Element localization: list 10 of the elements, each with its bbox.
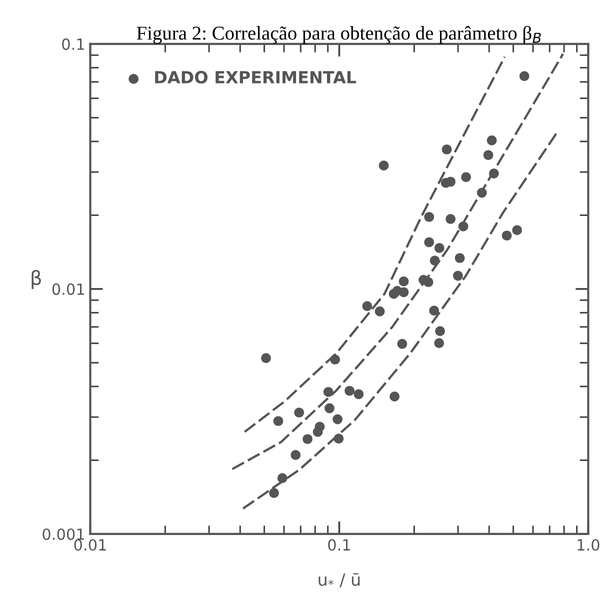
chart-title: Figura 2: Correlação para obtenção de parâmetro β$_{B}$ <box>136 26 541 44</box>
y-tick-label: 0.001 <box>42 528 84 540</box>
legend-label: DADO EXPERIMENTAL <box>155 70 356 84</box>
y-tick-label: 0.01 <box>52 283 84 295</box>
x-tick-label: 1.0 <box>578 539 600 551</box>
x-tick-label: 0.01 <box>74 539 106 551</box>
y-axis-title: β <box>32 270 41 289</box>
x-tick-label: 0.1 <box>328 539 350 551</box>
y-tick-label: 0.1 <box>62 38 84 50</box>
x-axis-title: u$_{*}$ / ū <box>318 573 360 588</box>
